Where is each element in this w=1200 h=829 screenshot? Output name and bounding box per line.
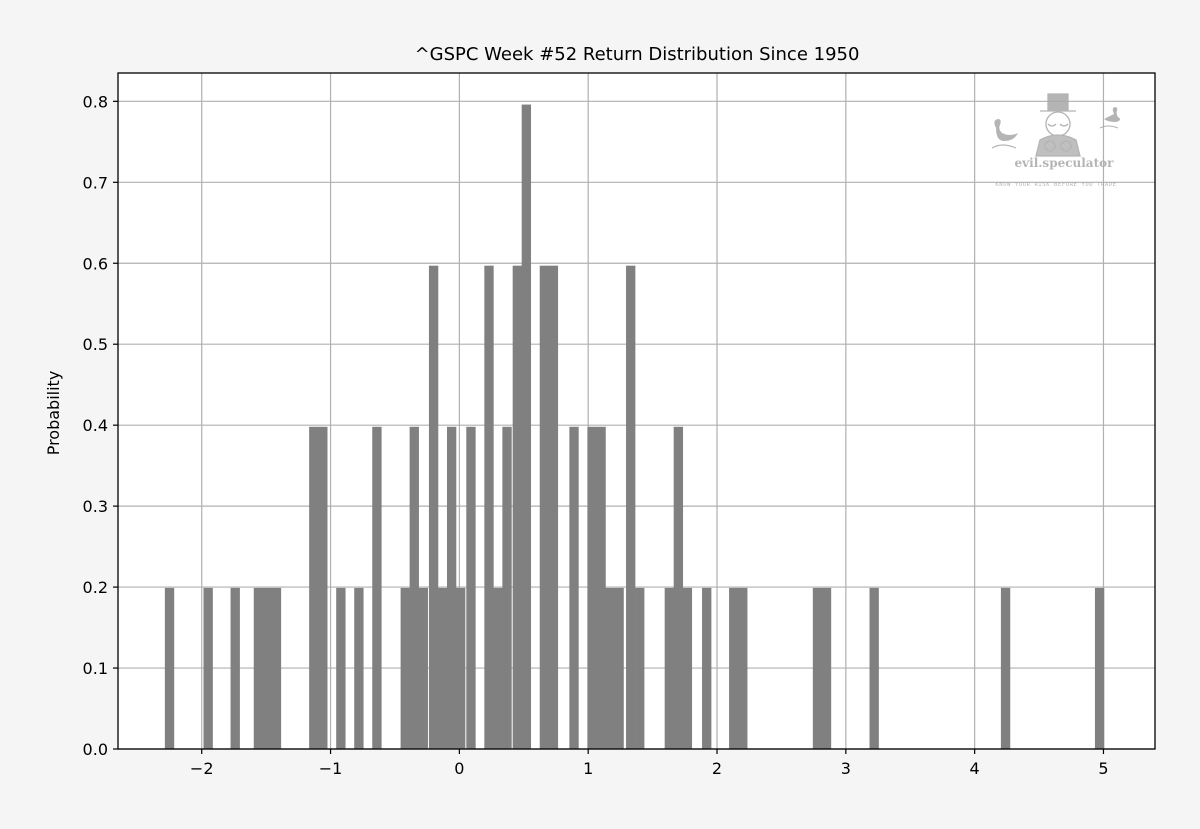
histogram-bar (614, 587, 624, 749)
histogram-bar (664, 587, 675, 749)
histogram-bar (869, 587, 879, 749)
x-tick-label: 4 (970, 759, 980, 778)
x-tick-label: 2 (712, 759, 722, 778)
x-tick-label: 5 (1098, 759, 1108, 778)
histogram-bar (446, 426, 457, 749)
histogram-bar (253, 587, 264, 749)
histogram-bar (821, 587, 832, 749)
histogram-bar (605, 587, 615, 749)
plot-frame (117, 72, 1156, 750)
histogram-bar (729, 587, 739, 749)
y-tick-label: 0.7 (83, 173, 108, 192)
histogram-bar (587, 426, 597, 749)
histogram-bar (230, 587, 240, 749)
histogram-bar (1094, 587, 1105, 749)
histogram-bar (203, 587, 213, 749)
histogram-bar (437, 587, 448, 749)
y-tick-label: 0.6 (83, 254, 108, 273)
histogram-bar (354, 587, 364, 749)
histogram-bar (409, 426, 419, 749)
histogram-bar (502, 426, 512, 749)
y-tick-label: 0.3 (83, 497, 108, 516)
histogram-bar (271, 587, 282, 749)
histogram-bar (262, 587, 273, 749)
histogram-bar (738, 587, 748, 749)
x-tick-label: −2 (190, 759, 214, 778)
histogram-bar (418, 587, 428, 749)
histogram-bar (512, 265, 523, 749)
histogram-bar (1000, 587, 1011, 749)
histogram-bar (466, 426, 476, 749)
histogram-bars (164, 104, 1105, 749)
histogram-bar (521, 104, 532, 749)
top-hat-figure-icon (1035, 93, 1081, 157)
x-tick-label: 1 (583, 759, 593, 778)
histogram-bar (400, 587, 410, 749)
histogram-bar (336, 587, 346, 749)
histogram-bar (309, 426, 319, 749)
y-tick-label: 0.0 (83, 740, 108, 759)
histogram-bar (548, 265, 559, 749)
histogram-bar (164, 587, 175, 749)
histogram-bar (673, 426, 684, 749)
watermark-tagline: KNOW YOUR RISK BEFORE YOU TRADE (995, 182, 1116, 188)
y-tick-label: 0.5 (83, 335, 108, 354)
chart-title: ^GSPC Week #52 Return Distribution Since… (415, 44, 860, 65)
histogram-bar (455, 587, 466, 749)
x-tick-label: 3 (841, 759, 851, 778)
watermark-brand: evil.speculator (1015, 156, 1115, 170)
histogram-bar (682, 587, 693, 749)
histogram-bar (484, 265, 494, 749)
histogram-bar (372, 426, 382, 749)
y-tick-label: 0.2 (83, 578, 108, 597)
y-tick-label: 0.8 (83, 92, 108, 111)
swan-left-icon (991, 119, 1018, 149)
histogram-bar (318, 426, 328, 749)
histogram-bar (539, 265, 550, 749)
histogram-bar (812, 587, 823, 749)
swan-right-icon (1099, 107, 1121, 129)
histogram-bar (626, 265, 636, 749)
histogram-bar (635, 587, 645, 749)
y-tick-label: 0.1 (83, 659, 108, 678)
watermark-logo: evil.speculator KNOW YOUR RISK BEFORE YO… (991, 93, 1121, 188)
histogram-bar (569, 426, 579, 749)
histogram-bar (596, 426, 606, 749)
histogram-bar (428, 265, 439, 749)
histogram-bar (702, 587, 712, 749)
x-tick-label: −1 (319, 759, 343, 778)
y-tick-label: 0.4 (83, 416, 108, 435)
y-axis-label: Probability (44, 371, 63, 456)
histogram-bar (493, 587, 503, 749)
axes: −2 −1 0 1 2 3 4 5 0.0 0.1 0.2 0.3 0.4 0.5 0.6 0.7 0.8 (83, 92, 1109, 778)
x-tick-label: 0 (454, 759, 464, 778)
